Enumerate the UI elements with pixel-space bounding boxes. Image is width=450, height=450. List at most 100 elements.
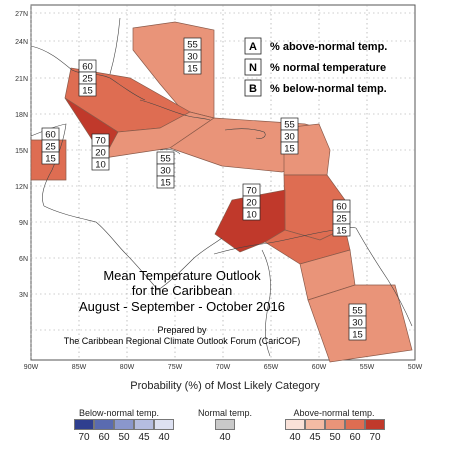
legend-normal-swatch: [215, 419, 235, 430]
prob-value: 15: [336, 226, 347, 237]
key-letter-b: B: [249, 83, 257, 95]
prob-value: 15: [352, 330, 363, 341]
legend-above-swatch: [325, 419, 345, 430]
key-box-a: [244, 37, 262, 55]
prob-value: 70: [95, 136, 106, 147]
legend-below-swatch: [134, 419, 154, 430]
prob-value: 10: [95, 160, 106, 171]
prob-value: 20: [246, 198, 257, 209]
legend-above-swatch: [285, 419, 305, 430]
lat-tick-label: 15N: [15, 148, 28, 155]
prepared-line-1: Prepared by: [157, 325, 207, 335]
prob-value: 60: [336, 202, 347, 213]
lat-tick-label: 9N: [19, 220, 28, 227]
prob-value: 15: [284, 144, 295, 155]
lat-tick-label: 6N: [19, 256, 28, 263]
prob-value: 55: [284, 120, 295, 131]
legend-below-value: 45: [138, 432, 150, 443]
lon-tick-label: 70W: [216, 364, 231, 371]
probability-boxes: 5530156025156025157020105530155530157020…: [41, 37, 367, 341]
prob-value: 25: [45, 142, 56, 153]
legend-title: Probability (%) of Most Likely Category: [130, 380, 320, 392]
legend-above-value: 40: [289, 432, 301, 443]
key-text-a: % above-normal temp.: [270, 41, 387, 53]
legend-above-label: Above-normal temp.: [293, 408, 375, 418]
legend-above-value: 50: [329, 432, 341, 443]
latitude-labels: 27N 24N 21N 18N 15N 12N 9N 6N 3N: [15, 11, 28, 299]
legend-above-value: 45: [309, 432, 321, 443]
lon-tick-label: 90W: [24, 364, 39, 371]
lon-tick-label: 60W: [312, 364, 327, 371]
legend-below-swatch: [94, 419, 114, 430]
prob-value: 15: [160, 178, 171, 189]
prob-value: 15: [82, 86, 93, 97]
legend-below-value: 60: [98, 432, 110, 443]
key-box-n: [244, 58, 262, 76]
legend-below-swatch: [74, 419, 94, 430]
legend-below-label: Below-normal temp.: [78, 408, 160, 418]
prob-value: 30: [284, 132, 295, 143]
lat-tick-label: 21N: [15, 76, 28, 83]
legend-above-swatch: [305, 419, 325, 430]
legend-below-value: 70: [78, 432, 90, 443]
prob-value: 60: [45, 130, 56, 141]
prob-value: 30: [160, 166, 171, 177]
prob-value: 25: [336, 214, 347, 225]
legend-below-value: 40: [158, 432, 170, 443]
prob-value: 20: [95, 148, 106, 159]
legend-above-swatch: [365, 419, 385, 430]
prob-value: 55: [352, 306, 363, 317]
lon-tick-label: 55W: [360, 364, 375, 371]
lon-tick-label: 80W: [120, 364, 135, 371]
lat-tick-label: 3N: [19, 292, 28, 299]
lon-tick-label: 50W: [408, 364, 423, 371]
key-text-b: % below-normal temp.: [270, 83, 387, 95]
prob-value: 15: [45, 154, 56, 165]
prob-value: 30: [352, 318, 363, 329]
prob-value: 15: [187, 64, 198, 75]
lat-tick-label: 12N: [15, 184, 28, 191]
title-line-2: for the Caribbean: [132, 283, 232, 298]
longitude-labels: 90W 85W 80W 75W 70W 65W 60W 55W 50W: [24, 364, 423, 371]
map-title: Mean Temperature Outlook for the Caribbe…: [64, 268, 301, 346]
legend-normal-label: Normal temp.: [197, 408, 252, 418]
prob-value: 30: [187, 52, 198, 63]
key-text-n: % normal temperature: [270, 62, 386, 74]
legend-below-value: 50: [118, 432, 130, 443]
lat-tick-label: 27N: [15, 11, 28, 18]
legend-below-swatch: [114, 419, 134, 430]
legend-normal-value: 40: [219, 432, 231, 443]
prob-value: 55: [160, 154, 171, 165]
title-line-3: August - September - October 2016: [79, 299, 285, 314]
prob-value: 60: [82, 62, 93, 73]
lat-tick-label: 18N: [15, 112, 28, 119]
prob-value: 10: [246, 210, 257, 221]
title-line-1: Mean Temperature Outlook: [103, 268, 261, 283]
legend-above-value: 70: [369, 432, 381, 443]
lat-tick-label: 24N: [15, 39, 28, 46]
legend-below-swatch: [154, 419, 174, 430]
legend-above-swatch: [345, 419, 365, 430]
prob-value: 70: [246, 186, 257, 197]
lon-tick-label: 75W: [168, 364, 183, 371]
key-box-b: [244, 79, 262, 97]
lon-tick-label: 65W: [264, 364, 279, 371]
prob-value: 55: [187, 40, 198, 51]
prob-value: 25: [82, 74, 93, 85]
lon-tick-label: 85W: [72, 364, 87, 371]
key-letter-a: A: [249, 41, 257, 53]
category-key: A % above-normal temp. N % normal temper…: [244, 37, 387, 97]
legend-above-value: 60: [349, 432, 361, 443]
key-letter-n: N: [249, 62, 257, 74]
prepared-line-2: The Caribbean Regional Climate Outlook F…: [64, 336, 301, 346]
